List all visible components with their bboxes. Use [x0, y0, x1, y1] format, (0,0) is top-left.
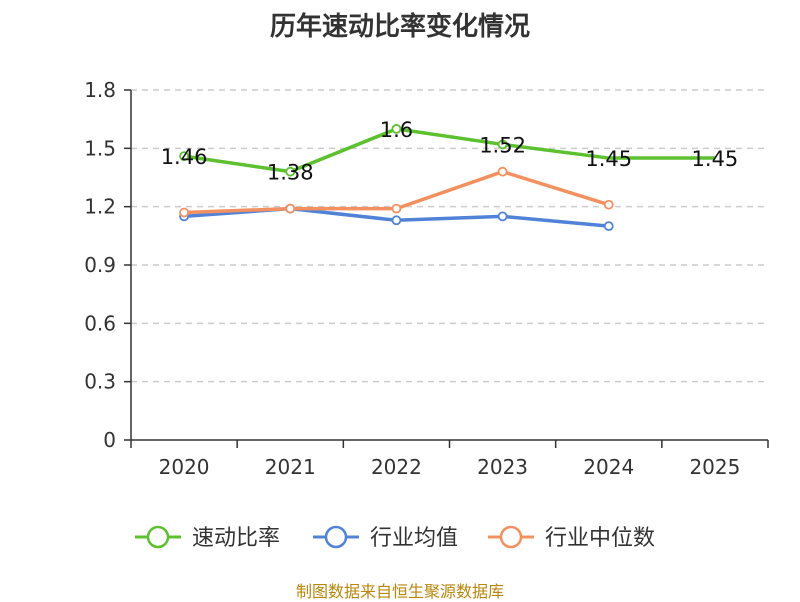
- data-point[interactable]: [603, 199, 614, 210]
- data-point[interactable]: [391, 123, 402, 134]
- data-point[interactable]: [603, 221, 614, 232]
- data-label: 1.52: [479, 133, 526, 157]
- legend-label[interactable]: 速动比率: [192, 526, 280, 551]
- data-point[interactable]: [497, 139, 508, 150]
- y-tick-label: 0.6: [84, 311, 116, 335]
- y-tick-label: 1.2: [84, 195, 116, 219]
- legend-marker[interactable]: [499, 525, 523, 549]
- data-point[interactable]: [285, 166, 296, 177]
- x-tick-label: 2025: [689, 455, 740, 479]
- legend-label[interactable]: 行业均值: [370, 526, 458, 551]
- y-tick-label: 1.8: [84, 78, 116, 102]
- data-point[interactable]: [497, 211, 508, 222]
- data-point[interactable]: [497, 166, 508, 177]
- data-label: 1.38: [267, 161, 314, 185]
- data-point[interactable]: [179, 151, 189, 162]
- x-tick-label: 2020: [159, 455, 210, 479]
- legend-marker[interactable]: [146, 525, 170, 549]
- y-tick-label: 0: [103, 428, 116, 452]
- data-label: 1.6: [380, 118, 413, 142]
- series-line-1: [183, 127, 715, 174]
- chart-title: 历年速动比率变化情况: [269, 12, 530, 42]
- x-tick-label: 2023: [477, 455, 528, 479]
- source-note: 制图数据来自恒生聚源数据库: [295, 582, 504, 601]
- x-tick-label: 2024: [583, 455, 634, 479]
- legend-marker[interactable]: [324, 525, 348, 549]
- data-point[interactable]: [285, 203, 296, 214]
- y-tick-label: 1.5: [84, 136, 116, 160]
- x-tick-label: 2021: [265, 455, 316, 479]
- data-point[interactable]: [391, 215, 402, 226]
- y-tick-label: 0.3: [84, 370, 116, 394]
- data-point[interactable]: [179, 207, 189, 218]
- legend-label[interactable]: 行业中位数: [545, 526, 655, 551]
- data-label: 1.46: [161, 145, 208, 169]
- x-tick-label: 2022: [371, 455, 422, 479]
- data-point[interactable]: [391, 203, 402, 214]
- data-label: 1.45: [692, 147, 739, 171]
- y-tick-label: 0.9: [84, 253, 116, 277]
- data-label: 1.45: [585, 147, 632, 171]
